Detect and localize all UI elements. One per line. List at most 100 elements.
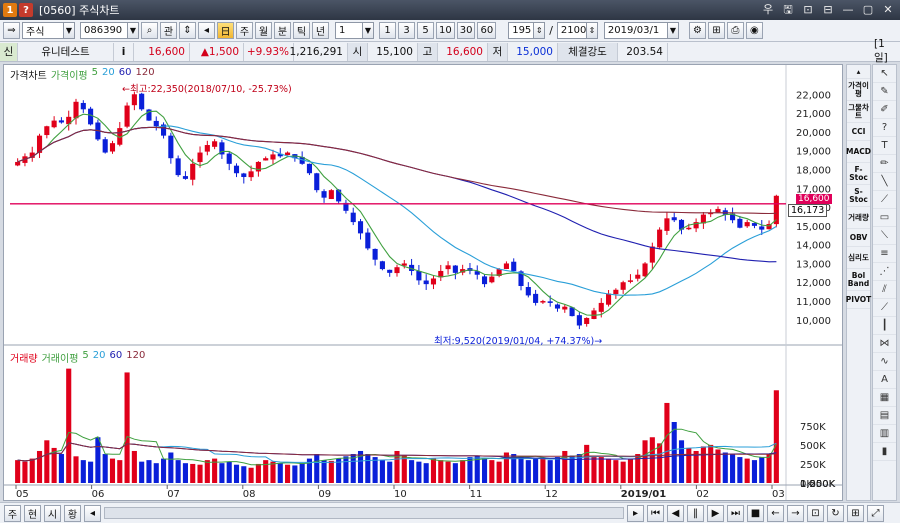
- zoom-in-icon[interactable]: →: [787, 504, 804, 522]
- interval-1-button[interactable]: 1: [379, 22, 396, 39]
- horizontal-scrollbar[interactable]: [104, 507, 624, 519]
- close-button[interactable]: ✕: [883, 3, 893, 16]
- folder-icon[interactable]: ▥: [873, 425, 896, 443]
- scroll-left-icon[interactable]: ◂: [84, 504, 101, 522]
- save-icon[interactable]: ▤: [873, 407, 896, 425]
- date-input[interactable]: 2019/03/1: [603, 22, 668, 39]
- link-icon[interactable]: 우: [762, 3, 774, 16]
- indicator-pivot[interactable]: PIVOT: [846, 291, 871, 309]
- tab-week[interactable]: 주: [4, 504, 21, 522]
- interest-button[interactable]: 관: [160, 22, 177, 39]
- indicator-price-ma[interactable]: 가격이평: [847, 79, 870, 101]
- calendar-icon[interactable]: ▦: [873, 389, 896, 407]
- spin-icon[interactable]: ⇕: [585, 22, 598, 39]
- next-page-icon[interactable]: ▶: [707, 504, 724, 522]
- fibonacci-icon[interactable]: ≡: [873, 245, 896, 263]
- indicator-psychology[interactable]: 심리도: [847, 247, 870, 269]
- line-icon[interactable]: ╲: [873, 173, 896, 191]
- volume-bar: [481, 458, 488, 483]
- layout-icon[interactable]: ⊡: [803, 3, 813, 16]
- draw-icon[interactable]: ✏: [873, 155, 896, 173]
- tab-market[interactable]: 시: [44, 504, 61, 522]
- rectangle-icon[interactable]: ▭: [873, 209, 896, 227]
- text-icon[interactable]: T: [873, 137, 896, 155]
- month-button[interactable]: 월: [255, 22, 272, 39]
- cursor-icon[interactable]: ↖: [873, 65, 896, 83]
- prev-icon[interactable]: ◂: [198, 22, 215, 39]
- interval-60-button[interactable]: 60: [477, 22, 497, 39]
- info-button[interactable]: i: [114, 42, 134, 61]
- refresh-icon[interactable]: ↻: [827, 504, 844, 522]
- stop-icon[interactable]: ■: [747, 504, 764, 522]
- pause-icon[interactable]: ‖: [687, 504, 704, 522]
- last-icon[interactable]: ⏭: [727, 504, 744, 522]
- chevron-down-icon[interactable]: ▼: [127, 22, 139, 39]
- camera-icon[interactable]: ◉: [745, 22, 763, 39]
- search-icon[interactable]: ⌕: [141, 22, 158, 39]
- total-input[interactable]: 2100: [556, 22, 587, 39]
- indicator-s-stoc[interactable]: S-Stoc: [847, 185, 870, 207]
- maximize-button[interactable]: ▢: [862, 3, 874, 16]
- indicator-macd[interactable]: MACD: [846, 141, 871, 163]
- interval-3-button[interactable]: 3: [398, 22, 415, 39]
- auto-icon[interactable]: A: [873, 371, 896, 389]
- volume-bar: [759, 457, 765, 483]
- spin-icon[interactable]: ⇕: [533, 22, 546, 39]
- menu-icon[interactable]: ⇒: [3, 22, 20, 39]
- gann-icon[interactable]: ⋰: [873, 263, 896, 281]
- save-icon[interactable]: 🖫: [783, 3, 793, 16]
- print-icon[interactable]: ⎙: [726, 22, 744, 39]
- eraser-icon[interactable]: ✎: [873, 83, 896, 101]
- minute-button[interactable]: 분: [274, 22, 291, 39]
- speed-line-icon[interactable]: ⟋: [873, 299, 896, 317]
- pattern-icon[interactable]: ⋈: [873, 335, 896, 353]
- indicator-f-stoc[interactable]: F-Stoc: [847, 163, 870, 185]
- wave-icon[interactable]: ∿: [873, 353, 896, 371]
- interval-input[interactable]: 1: [335, 22, 363, 39]
- prev-page-icon[interactable]: ◀: [667, 504, 684, 522]
- settings-icon[interactable]: ⚙: [688, 22, 706, 39]
- minimize-button[interactable]: —: [842, 3, 854, 16]
- candle-icon[interactable]: ┃: [873, 317, 896, 335]
- code-input[interactable]: 086390: [80, 22, 128, 39]
- grid-icon[interactable]: ⊞: [847, 504, 864, 522]
- chevron-down-icon[interactable]: ▼: [362, 22, 374, 39]
- ray-icon[interactable]: ⟋: [873, 191, 896, 209]
- interval-10-button[interactable]: 10: [436, 22, 455, 39]
- count-input[interactable]: 195: [508, 22, 535, 39]
- help-icon[interactable]: ?: [873, 119, 896, 137]
- indicator-volume[interactable]: 거래량: [847, 207, 870, 229]
- help-icon[interactable]: ?: [19, 3, 33, 17]
- marker-icon[interactable]: ✐: [873, 101, 896, 119]
- tab-status[interactable]: 황: [64, 504, 81, 522]
- day-button[interactable]: 日: [217, 22, 234, 39]
- channel-icon[interactable]: ⫽: [873, 281, 896, 299]
- trend-icon[interactable]: ⟍: [873, 227, 896, 245]
- indicator-cci[interactable]: CCI: [847, 123, 870, 141]
- week-button[interactable]: 주: [236, 22, 253, 39]
- zoom-out-icon[interactable]: ←: [767, 504, 784, 522]
- interval-5-button[interactable]: 5: [417, 22, 434, 39]
- chart-svg[interactable]: 22,00021,00020,00019,00018,00017,00016,0…: [4, 65, 842, 500]
- interval-30-button[interactable]: 30: [456, 22, 476, 39]
- tick-button[interactable]: 틱: [293, 22, 310, 39]
- arrow-icon[interactable]: ▴: [847, 65, 870, 79]
- chevron-down-icon[interactable]: ▼: [63, 22, 75, 39]
- year-button[interactable]: 년: [312, 22, 329, 39]
- bar-chart-icon[interactable]: ▮: [873, 443, 896, 461]
- chart-type-icon[interactable]: ⊡: [807, 504, 824, 522]
- indicator-bollinger[interactable]: Bol Band: [847, 269, 870, 291]
- indicator-obv[interactable]: OBV: [847, 229, 870, 247]
- chevron-down-icon[interactable]: ▼: [666, 22, 679, 39]
- indicator-net-chart[interactable]: 그물차트: [847, 101, 870, 123]
- compare-icon[interactable]: ⊞: [707, 22, 725, 39]
- first-icon[interactable]: ⏮: [647, 504, 664, 522]
- tab-current[interactable]: 현: [24, 504, 41, 522]
- split-icon[interactable]: ⊟: [823, 3, 833, 16]
- market-select[interactable]: 주식: [22, 22, 64, 39]
- chart-area[interactable]: 22,00021,00020,00019,00018,00017,00016,0…: [3, 64, 843, 501]
- scroll-right-icon[interactable]: ▸: [627, 504, 644, 522]
- expand-icon[interactable]: ⤢: [867, 504, 884, 522]
- spin-icon[interactable]: ⇕: [179, 22, 196, 39]
- high-label: 고: [418, 42, 438, 61]
